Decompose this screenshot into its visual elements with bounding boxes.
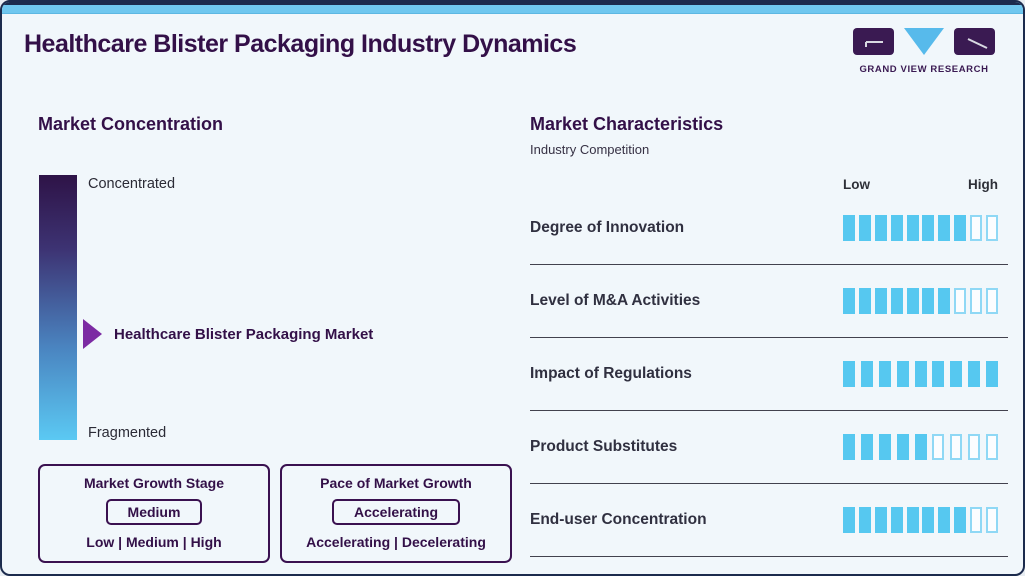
rating-segment-filled [906, 288, 919, 314]
rating-segment-filled [858, 288, 871, 314]
rating-segment-empty [968, 434, 981, 460]
grand-view-research-logo: GRAND VIEW RESEARCH [853, 28, 995, 75]
characteristic-row: End-user Concentration [530, 484, 1008, 557]
rating-segment-filled [843, 507, 855, 533]
rating-segment-filled [858, 507, 871, 533]
characteristic-row: Level of M&A Activities [530, 265, 1008, 338]
logo-marks [853, 28, 995, 58]
rating-segment-filled [896, 434, 909, 460]
rating-segment-empty [954, 288, 967, 314]
rating-segment-filled [914, 434, 927, 460]
rating-segment-filled [890, 288, 903, 314]
characteristic-row: Impact of Regulations [530, 338, 1008, 411]
market-position-arrow-icon [83, 319, 102, 349]
rating-segment-filled [878, 434, 891, 460]
rating-bar [843, 434, 998, 460]
rating-segment-filled [968, 361, 981, 387]
rating-segment-empty [950, 434, 963, 460]
rating-segment-empty [986, 434, 998, 460]
rating-segment-filled [878, 361, 891, 387]
top-accent-strip [2, 2, 1023, 14]
growth-box-title: Pace of Market Growth [320, 475, 472, 491]
growth-box: Market Growth Stage Medium Low | Medium | … [38, 464, 270, 563]
market-position-label: Healthcare Blister Packaging Market [114, 326, 374, 343]
rating-segment-empty [970, 507, 982, 533]
logo-r-block-icon [954, 28, 995, 55]
growth-box-title: Market Growth Stage [83, 475, 225, 491]
rating-segment-filled [896, 361, 909, 387]
characteristic-label: Impact of Regulations [530, 365, 692, 382]
rating-segment-empty [932, 434, 945, 460]
rating-segment-filled [906, 215, 919, 241]
growth-boxes: Market Growth Stage Medium Low | Medium | … [38, 464, 512, 563]
rating-segment-empty [970, 288, 982, 314]
rating-segment-filled [906, 507, 919, 533]
rating-segment-filled [922, 288, 935, 314]
rating-segment-filled [922, 215, 935, 241]
rating-segment-filled [843, 288, 855, 314]
rating-segment-filled [922, 507, 935, 533]
rating-segment-filled [843, 361, 855, 387]
rating-segment-empty [985, 507, 998, 533]
rating-bar [843, 288, 998, 314]
concentration-gradient-bar [39, 175, 77, 440]
rating-segment-filled [874, 507, 887, 533]
rating-segment-empty [970, 215, 982, 241]
market-characteristics-heading: Market Characteristics [530, 114, 724, 134]
page-title: Healthcare Blister Packaging Industry Dy… [24, 30, 577, 58]
rating-segment-filled [914, 361, 927, 387]
rating-segment-filled [932, 361, 945, 387]
logo-v-triangle-icon [904, 28, 944, 55]
market-characteristics-panel: Market Characteristics Industry Competit… [530, 114, 1008, 557]
rating-segment-filled [874, 215, 887, 241]
growth-box-value: Accelerating [331, 499, 461, 525]
rating-bar [843, 507, 998, 533]
industry-competition-subheading: Industry Competition [530, 142, 650, 157]
rating-scale-row: Low High [843, 177, 998, 192]
characteristic-label: Degree of Innovation [530, 219, 685, 236]
rating-bar [843, 215, 998, 241]
rating-segment-filled [860, 434, 873, 460]
characteristics-rows: Degree of Innovation Level of M&A Activit… [530, 192, 1008, 557]
growth-box: Pace of Market Growth Accelerating Acceler… [280, 464, 512, 563]
rating-segment-filled [843, 215, 855, 241]
rating-segment-empty [985, 288, 998, 314]
rating-segment-filled [890, 507, 903, 533]
rating-segment-filled [874, 288, 887, 314]
rating-segment-filled [954, 215, 967, 241]
concentrated-label: Concentrated [88, 176, 176, 192]
growth-box-value: Medium [105, 499, 203, 525]
characteristic-row: Product Substitutes [530, 411, 1008, 484]
growth-box-options: Accelerating | Decelerating [306, 534, 486, 550]
scale-low-label: Low [843, 177, 870, 192]
fragmented-label: Fragmented [88, 425, 167, 441]
characteristic-label: Level of M&A Activities [530, 292, 701, 309]
rating-segment-filled [860, 361, 873, 387]
characteristic-row: Degree of Innovation [530, 192, 1008, 265]
characteristic-label: Product Substitutes [530, 438, 678, 455]
logo-text: GRAND VIEW RESEARCH [859, 64, 989, 75]
rating-segment-filled [954, 507, 967, 533]
logo-g-block-icon [853, 28, 894, 55]
growth-box-options: Low | Medium | High [86, 534, 222, 550]
scale-high-label: High [968, 177, 998, 192]
rating-bar [843, 361, 998, 387]
market-concentration-panel: Market Concentration Concentrated Fragme… [38, 114, 512, 563]
rating-segment-filled [950, 361, 963, 387]
rating-segment-filled [986, 361, 998, 387]
market-concentration-heading: Market Concentration [38, 114, 224, 134]
rating-segment-filled [843, 434, 855, 460]
rating-segment-filled [938, 215, 951, 241]
rating-segment-filled [858, 215, 871, 241]
rating-segment-empty [985, 215, 998, 241]
characteristic-label: End-user Concentration [530, 511, 707, 528]
rating-segment-filled [938, 507, 951, 533]
rating-segment-filled [938, 288, 951, 314]
rating-segment-filled [890, 215, 903, 241]
